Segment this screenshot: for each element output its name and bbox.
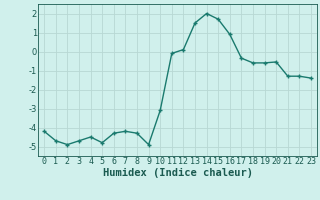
X-axis label: Humidex (Indice chaleur): Humidex (Indice chaleur) (103, 168, 252, 178)
